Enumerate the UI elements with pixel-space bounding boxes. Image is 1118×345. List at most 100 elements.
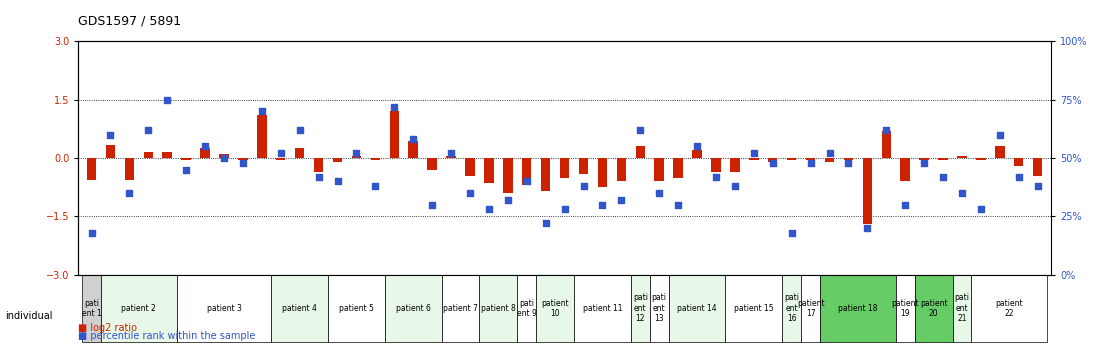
Bar xyxy=(106,145,115,158)
Text: pati
ent 9: pati ent 9 xyxy=(517,298,537,318)
FancyBboxPatch shape xyxy=(574,275,631,342)
Point xyxy=(688,144,705,149)
Text: patient 18: patient 18 xyxy=(838,304,878,313)
Bar xyxy=(768,158,777,162)
Bar xyxy=(124,158,134,179)
Bar xyxy=(219,154,229,158)
FancyBboxPatch shape xyxy=(953,275,972,342)
Bar xyxy=(882,131,891,158)
Bar xyxy=(352,156,361,158)
FancyBboxPatch shape xyxy=(726,275,783,342)
Bar xyxy=(919,158,929,160)
Bar xyxy=(200,148,210,158)
Text: patient 14: patient 14 xyxy=(678,304,717,313)
Point xyxy=(594,202,612,208)
Point xyxy=(537,221,555,226)
Point xyxy=(840,160,858,166)
Point xyxy=(159,97,177,102)
Bar xyxy=(295,148,304,158)
Text: pati
ent
21: pati ent 21 xyxy=(955,293,969,323)
FancyBboxPatch shape xyxy=(518,275,537,342)
FancyBboxPatch shape xyxy=(442,275,480,342)
Point xyxy=(651,190,669,196)
Point xyxy=(613,197,631,203)
Bar xyxy=(844,158,853,160)
Point xyxy=(367,184,385,189)
Text: patient 7: patient 7 xyxy=(443,304,479,313)
Bar xyxy=(181,158,191,160)
Point xyxy=(102,132,120,138)
Text: patient 3: patient 3 xyxy=(207,304,241,313)
Bar xyxy=(503,158,512,193)
FancyBboxPatch shape xyxy=(650,275,669,342)
Point xyxy=(329,179,347,184)
Bar xyxy=(427,158,437,170)
Point xyxy=(272,151,290,156)
Bar xyxy=(484,158,494,184)
Text: patient
10: patient 10 xyxy=(541,298,569,318)
Bar xyxy=(371,158,380,160)
Point xyxy=(480,207,498,212)
Bar xyxy=(522,158,531,185)
Point xyxy=(424,202,442,208)
Text: ■ log2 ratio: ■ log2 ratio xyxy=(78,323,138,333)
FancyBboxPatch shape xyxy=(669,275,726,342)
Point xyxy=(348,151,366,156)
Bar xyxy=(825,158,834,162)
Point xyxy=(310,174,328,179)
Bar xyxy=(806,158,815,160)
Point xyxy=(140,127,158,133)
Bar xyxy=(257,115,266,158)
Bar xyxy=(617,158,626,181)
Point xyxy=(802,160,819,166)
FancyBboxPatch shape xyxy=(101,275,177,342)
Bar xyxy=(938,158,948,160)
FancyBboxPatch shape xyxy=(783,275,802,342)
Text: pati
ent 1: pati ent 1 xyxy=(82,298,102,318)
FancyBboxPatch shape xyxy=(272,275,328,342)
Text: ■ percentile rank within the sample: ■ percentile rank within the sample xyxy=(78,332,256,341)
Bar xyxy=(730,158,740,172)
Point xyxy=(177,167,195,172)
Bar xyxy=(314,158,323,172)
Point xyxy=(972,207,989,212)
Bar xyxy=(863,158,872,224)
Point xyxy=(897,202,915,208)
Point xyxy=(991,132,1008,138)
Point xyxy=(670,202,688,208)
Text: patient 15: patient 15 xyxy=(735,304,774,313)
Text: pati
ent
16: pati ent 16 xyxy=(784,293,799,323)
Point xyxy=(916,160,934,166)
FancyBboxPatch shape xyxy=(631,275,650,342)
Point xyxy=(234,160,252,166)
Point xyxy=(196,144,214,149)
Bar xyxy=(692,150,702,158)
Bar xyxy=(995,146,1005,158)
Point xyxy=(442,151,459,156)
Point xyxy=(859,225,877,231)
Point xyxy=(405,137,423,142)
Bar xyxy=(976,158,986,160)
Text: patient
20: patient 20 xyxy=(920,298,947,318)
FancyBboxPatch shape xyxy=(177,275,272,342)
Point xyxy=(935,174,953,179)
Point xyxy=(783,230,800,236)
Bar xyxy=(673,158,683,178)
Text: patient
22: patient 22 xyxy=(995,298,1023,318)
Bar xyxy=(446,156,456,158)
Bar xyxy=(541,158,550,191)
Point xyxy=(1029,184,1046,189)
Text: patient 6: patient 6 xyxy=(396,304,430,313)
Text: patient
17: patient 17 xyxy=(797,298,824,318)
Bar xyxy=(711,158,721,172)
Point xyxy=(83,230,101,236)
FancyBboxPatch shape xyxy=(802,275,821,342)
Text: individual: individual xyxy=(6,311,53,321)
Bar xyxy=(579,158,588,174)
Bar xyxy=(635,146,645,158)
Text: patient 5: patient 5 xyxy=(339,304,373,313)
FancyBboxPatch shape xyxy=(821,275,896,342)
Point xyxy=(953,190,970,196)
Text: patient
19: patient 19 xyxy=(891,298,919,318)
Text: patient 11: patient 11 xyxy=(582,304,623,313)
